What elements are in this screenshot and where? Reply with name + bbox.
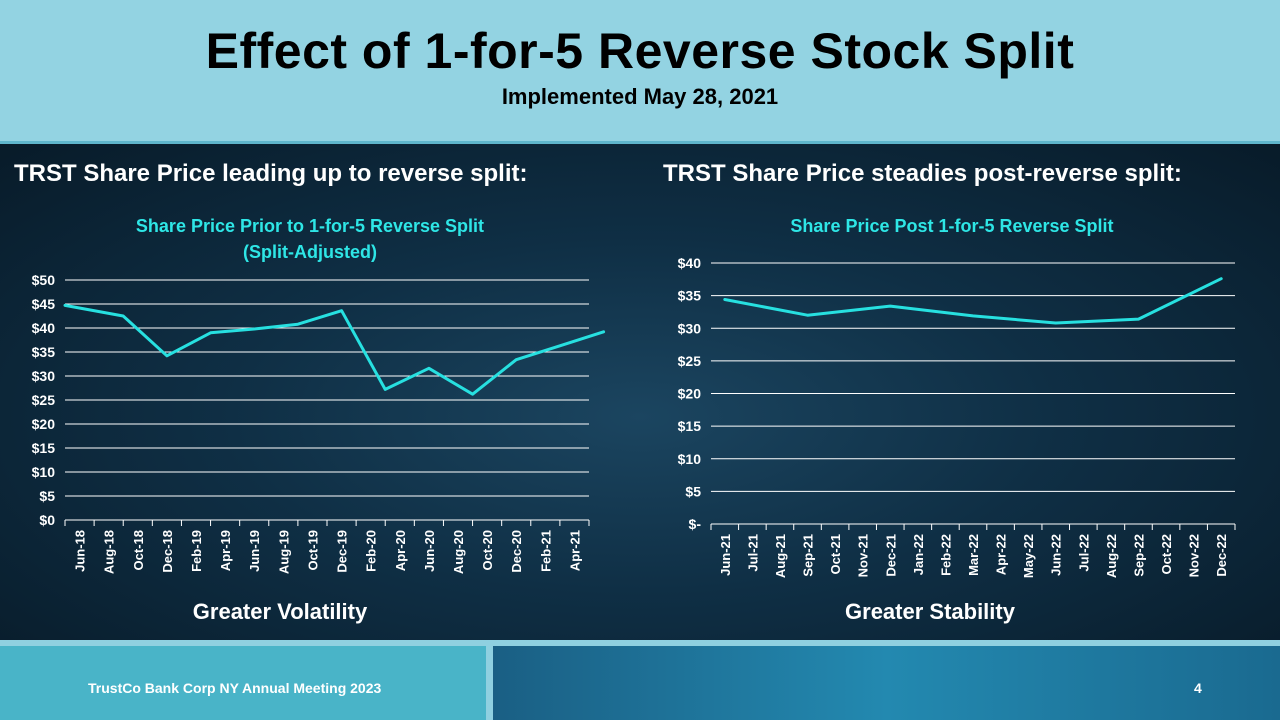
pre-split-y-tick-label: $40 [32, 320, 56, 336]
main-panel [0, 144, 1280, 640]
post-split-x-tick-label: Feb-22 [938, 534, 953, 576]
pre-split-y-tick-label: $5 [39, 488, 55, 504]
post-split-y-tick-label: $40 [678, 255, 702, 271]
pre-split-y-tick-label: $35 [32, 344, 56, 360]
pre-split-x-tick-label: Jun-19 [247, 530, 262, 572]
pre-split-x-tick-label: Feb-19 [189, 530, 204, 572]
post-split-y-tick-label: $- [689, 516, 702, 532]
pre-split-x-tick-label: Aug-20 [451, 530, 466, 574]
post-split-x-tick-label: Oct-21 [828, 534, 843, 574]
pre-split-x-tick-label: Aug-18 [102, 530, 117, 574]
post-split-x-tick-label: Jul-21 [745, 534, 760, 572]
pre-split-x-tick-label: Feb-21 [538, 530, 553, 572]
post-split-price-chart: Share Price Post 1-for-5 Reverse Split $-… [678, 216, 1236, 578]
footer-divider [0, 640, 1280, 646]
pre-split-y-tick-label: $15 [32, 440, 56, 456]
post-split-chart-title: Share Price Post 1-for-5 Reverse Split [790, 216, 1113, 236]
header-divider [0, 141, 1280, 144]
pre-split-x-tick-label: Apr-20 [393, 530, 408, 571]
pre-split-x-tick-label: Dec-19 [335, 530, 350, 573]
pre-split-x-tick-label: Jun-18 [73, 530, 88, 572]
post-split-x-tick-label: Jul-22 [1076, 534, 1091, 572]
post-split-x-tick-label: Apr-22 [994, 534, 1009, 575]
post-split-y-tick-label: $35 [678, 288, 702, 304]
post-split-x-tick-label: Dec-22 [1214, 534, 1229, 577]
pre-split-y-tick-label: $50 [32, 272, 56, 288]
page-title: Effect of 1-for-5 Reverse Stock Split [205, 23, 1075, 79]
pre-split-x-tick-label: Oct-20 [480, 530, 495, 570]
pre-split-x-tick-label: Oct-18 [131, 530, 146, 570]
page-number: 4 [1194, 680, 1202, 696]
post-split-x-tick-label: Sep-21 [801, 534, 816, 577]
footer-separator [486, 646, 493, 720]
pre-split-x-tick-label: Oct-19 [305, 530, 320, 570]
pre-split-x-tick-label: Aug-19 [276, 530, 291, 574]
post-split-x-tick-label: Jun-21 [718, 534, 733, 576]
pre-split-y-tick-label: $0 [39, 512, 55, 528]
pre-split-y-tick-label: $20 [32, 416, 56, 432]
post-split-x-tick-label: Oct-22 [1159, 534, 1174, 574]
post-split-x-tick-label: Aug-22 [1104, 534, 1119, 578]
page-subtitle: Implemented May 28, 2021 [501, 84, 779, 109]
post-split-x-tick-label: Nov-22 [1187, 534, 1202, 577]
footer-right-panel [493, 646, 1280, 720]
pre-split-x-tick-label: Feb-20 [364, 530, 379, 572]
post-split-x-tick-label: Aug-21 [773, 534, 788, 578]
left-chart-caption: Greater Volatility [192, 599, 368, 624]
pre-split-price-series-line [63, 303, 606, 396]
footer-text: TrustCo Bank Corp NY Annual Meeting 2023 [88, 680, 382, 696]
pre-split-y-tick-label: $25 [32, 392, 56, 408]
pre-split-x-tick-label: Dec-20 [509, 530, 524, 573]
pre-split-y-tick-label: $45 [32, 296, 56, 312]
header-banner [0, 0, 1280, 141]
post-split-y-tick-label: $30 [678, 320, 702, 336]
post-split-x-tick-label: Jan-22 [911, 534, 926, 575]
post-split-y-tick-label: $20 [678, 386, 702, 402]
post-split-y-tick-label: $25 [678, 353, 702, 369]
pre-split-price-chart: Share Price Prior to 1-for-5 Reverse Spl… [32, 216, 606, 574]
footer-left-panel [0, 646, 486, 720]
post-split-x-tick-label: Dec-21 [883, 534, 898, 577]
post-split-y-tick-label: $5 [685, 483, 701, 499]
pre-split-y-tick-label: $30 [32, 368, 56, 384]
right-section-heading: TRST Share Price steadies post-reverse s… [663, 160, 1182, 187]
post-split-x-tick-label: Mar-22 [966, 534, 981, 576]
post-split-y-tick-label: $10 [678, 451, 702, 467]
pre-split-x-tick-label: Apr-21 [567, 530, 582, 571]
post-split-x-tick-label: Sep-22 [1131, 534, 1146, 577]
pre-split-x-tick-label: Jun-20 [422, 530, 437, 572]
pre-split-x-tick-label: Dec-18 [160, 530, 175, 573]
right-chart-caption: Greater Stability [845, 599, 1015, 624]
pre-split-chart-subtitle: (Split-Adjusted) [243, 242, 377, 262]
post-split-x-tick-label: Jun-22 [1049, 534, 1064, 576]
post-split-x-tick-label: May-22 [1021, 534, 1036, 578]
pre-split-y-tick-label: $10 [32, 464, 56, 480]
post-split-x-tick-label: Nov-21 [856, 534, 871, 577]
left-section-heading: TRST Share Price leading up to reverse s… [14, 160, 528, 187]
post-split-price-series-line [723, 277, 1223, 325]
pre-split-chart-title: Share Price Prior to 1-for-5 Reverse Spl… [136, 216, 484, 236]
pre-split-x-tick-label: Apr-19 [218, 530, 233, 571]
post-split-y-tick-label: $15 [678, 418, 702, 434]
